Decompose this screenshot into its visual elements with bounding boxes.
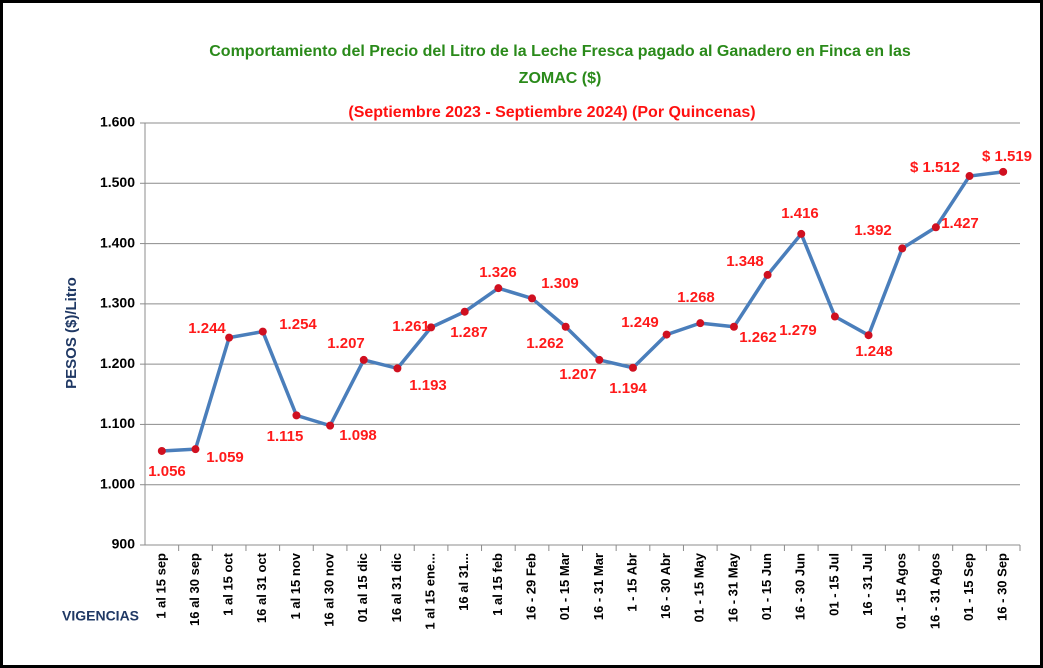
marker: [258, 327, 267, 336]
x-tick-label: 16 al 30 sep: [187, 553, 202, 626]
x-tick-label: 01 al 15 dic: [355, 553, 370, 622]
data-label: 1.262: [526, 335, 564, 352]
x-tick-label: 01 - 15 Mar: [557, 553, 572, 620]
data-label: 1.207: [327, 335, 365, 352]
data-label: 1.348: [726, 253, 764, 270]
marker: [797, 229, 806, 238]
x-tick-label: 1 al 15 sep: [153, 553, 168, 619]
y-tick-label: 1.600: [100, 114, 135, 130]
chart-subtitle: (Septiembre 2023 - Septiembre 2024) (Por…: [348, 104, 755, 121]
x-tick-label: 16 al 31...: [456, 553, 471, 611]
x-tick-label: 16 - 31 Agos: [927, 553, 942, 629]
data-label: 1.309: [541, 275, 579, 292]
data-label: 1.254: [279, 316, 317, 333]
data-label: $ 1.512: [910, 159, 960, 176]
data-label: 1.326: [479, 264, 517, 281]
x-tick-label: 01 - 15 Agos: [894, 553, 909, 629]
chart-title: Comportamiento del Precio del Litro de l…: [209, 43, 911, 60]
marker: [528, 294, 537, 303]
y-axis-title: PESOS ($)/Litro: [63, 277, 80, 389]
data-label: 1.416: [781, 205, 819, 222]
data-label: $ 1.519: [982, 148, 1032, 165]
marker: [359, 355, 368, 364]
data-label: 1.268: [677, 289, 715, 306]
marker: [830, 312, 839, 321]
data-label: 1.279: [779, 322, 817, 339]
marker: [292, 411, 301, 420]
marker: [561, 322, 570, 331]
data-label: 1.262: [739, 329, 777, 346]
x-tick-label: 01 - 15 Jun: [759, 553, 774, 620]
x-tick-label: 01 - 15 Sep: [961, 553, 976, 621]
data-label: 1.059: [206, 449, 244, 466]
data-label: 1.427: [941, 215, 979, 232]
marker: [393, 364, 402, 373]
x-tick-label: 1 al 15 oct: [221, 552, 236, 616]
data-label: 1.244: [188, 320, 226, 337]
marker: [225, 333, 234, 342]
marker: [427, 323, 436, 332]
x-tick-label: 16 - 29 Feb: [523, 553, 538, 620]
marker: [628, 363, 637, 372]
marker: [460, 307, 469, 316]
data-label: 1.287: [450, 324, 488, 341]
data-label: 1.194: [609, 380, 647, 397]
y-tick-label: 1.400: [100, 234, 135, 250]
data-label: 1.193: [409, 377, 447, 394]
marker: [494, 284, 503, 293]
y-tick-label: 1.100: [100, 415, 135, 431]
marker: [898, 244, 907, 253]
x-tick-label: 1 - 15 Abr: [624, 553, 639, 612]
data-label: 1.098: [339, 427, 377, 444]
y-tick-label: 1.300: [100, 295, 135, 311]
marker: [191, 445, 200, 454]
x-tick-label: 01 - 15 Jul: [826, 553, 841, 616]
y-tick-label: 1.200: [100, 355, 135, 371]
marker: [763, 270, 772, 279]
data-label: 1.115: [267, 428, 304, 445]
chart-title: ZOMAC ($): [519, 70, 602, 87]
marker: [999, 167, 1008, 176]
x-axis-title: VIGENCIAS: [62, 608, 139, 624]
y-tick-label: 1.500: [100, 174, 135, 190]
data-label: 1.392: [854, 222, 892, 239]
y-tick-label: 1.000: [100, 475, 135, 491]
x-tick-label: 01 - 15 May: [692, 552, 707, 622]
x-tick-label: 16 al 31 dic: [389, 553, 404, 622]
marker: [864, 331, 873, 340]
marker: [326, 421, 335, 430]
x-tick-label: 16 - 30 Sep: [995, 553, 1010, 621]
marker: [662, 330, 671, 339]
marker: [931, 223, 940, 232]
marker: [696, 319, 705, 328]
marker: [595, 355, 604, 364]
data-label: 1.056: [148, 463, 186, 480]
x-tick-label: 16 - 31 Mar: [591, 553, 606, 620]
marker: [965, 172, 974, 181]
y-tick-label: 900: [112, 536, 136, 552]
line-series: [161, 170, 1004, 453]
x-tick-label: 1 al 15 feb: [490, 553, 505, 616]
data-label: 1.261: [392, 318, 430, 335]
data-label: 1.248: [855, 343, 893, 360]
x-tick-label: 1 al 15 nov: [288, 552, 303, 619]
data-label: 1.249: [621, 314, 659, 331]
x-tick-label: 16 - 30 Jun: [793, 553, 808, 620]
data-label: 1.207: [559, 366, 597, 383]
x-tick-label: 16 - 30 Abr: [658, 553, 673, 619]
x-tick-label: 1 al 15 ene...: [422, 553, 437, 630]
marker: [729, 322, 738, 331]
x-tick-label: 16 - 31 May: [725, 552, 740, 622]
x-tick-label: 16 al 30 nov: [322, 552, 337, 626]
x-tick-label: 16 al 31 oct: [254, 552, 269, 623]
x-tick-label: 16 - 31 Jul: [860, 553, 875, 616]
marker: [157, 446, 166, 455]
